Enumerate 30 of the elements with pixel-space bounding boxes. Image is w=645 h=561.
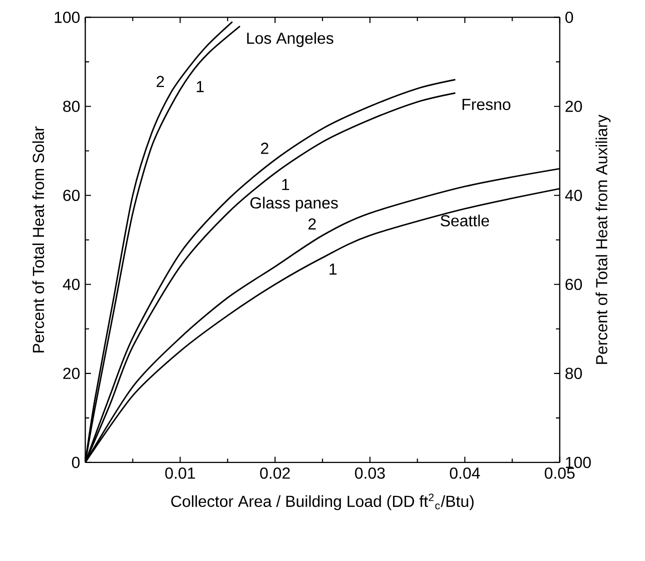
annotation: Glass panes xyxy=(250,196,338,212)
annotation: Fresno xyxy=(462,98,510,110)
y-tick-label: 100 xyxy=(54,12,80,23)
x-tick-label: 0.01 xyxy=(165,467,195,479)
y2-axis-title: Percent of Total Heat from Auxiliary xyxy=(596,114,611,364)
annotation: Los Angeles xyxy=(247,32,334,48)
x-axis-title: Collector Area / Building Load (DD ft$^{2}$$_{c}$/Btu) xyxy=(171,494,474,510)
y-tick-label: 0 xyxy=(72,456,80,468)
annotation: 2 xyxy=(308,218,316,230)
annotation: 1 xyxy=(282,179,290,190)
annotation: 2 xyxy=(261,142,268,154)
y-tick-label: 80 xyxy=(63,100,80,112)
y-axis-title: Percent of Total Heat from Solar xyxy=(32,126,44,352)
x-tick-label: 0.02 xyxy=(260,467,290,479)
y-tick-label: 40 xyxy=(62,278,80,290)
y2-tick-label: 60 xyxy=(566,278,582,290)
y2-tick-label: 0 xyxy=(565,12,574,23)
y2-tick-label: 20 xyxy=(566,100,582,112)
annotation: 1 xyxy=(196,81,204,92)
x-tick-label: 0.05 xyxy=(544,467,575,479)
y-tick-label: 20 xyxy=(63,368,80,380)
y2-tick-label: 100 xyxy=(566,456,591,468)
annotation: Seattle xyxy=(440,214,489,226)
annotation: 1 xyxy=(330,264,337,275)
annotation: 2 xyxy=(156,76,164,88)
y2-tick-label: 80 xyxy=(565,368,582,380)
x-tick-label: 0.04 xyxy=(450,467,480,479)
x-tick-label: 0.03 xyxy=(355,467,385,479)
y-tick-label: 60 xyxy=(63,190,80,202)
y2-tick-label: 40 xyxy=(565,190,582,202)
